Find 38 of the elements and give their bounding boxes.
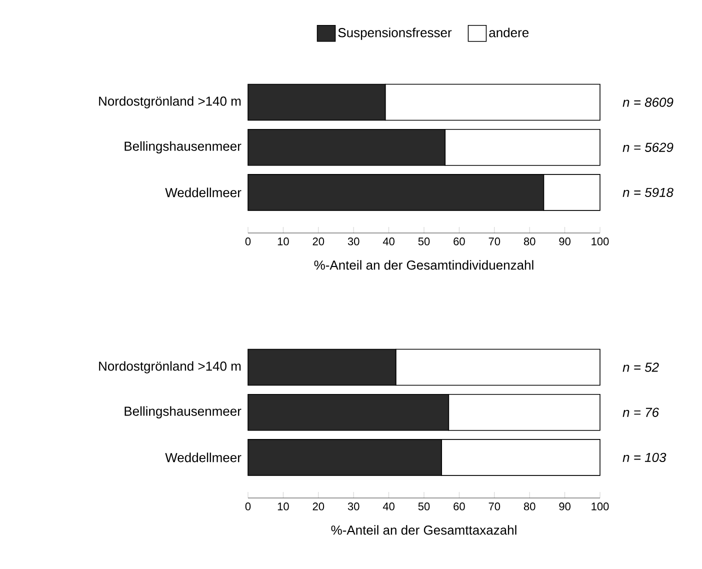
x-tick-label: 0 xyxy=(245,238,251,246)
x-tick-label: 40 xyxy=(382,502,394,510)
y-tick-label: Nordostgrönland >140 m xyxy=(99,96,241,108)
x-tick-label: 70 xyxy=(488,238,500,246)
x-axis-title: %-Anteil an der Gesamtindividuenzahl xyxy=(314,260,534,270)
text: n = 5918 xyxy=(622,188,674,198)
legend-label: andere xyxy=(489,28,529,38)
text: n = 76 xyxy=(622,408,660,417)
x-tick-label: 80 xyxy=(524,238,536,246)
x-tick-label: 10 xyxy=(278,502,289,510)
x-tick-label: 100 xyxy=(592,238,609,246)
x-tick-label: 90 xyxy=(559,238,570,246)
y-tick-label: Nordostgrönland >140 m xyxy=(99,361,241,374)
text: n = 5629 xyxy=(622,142,674,152)
x-tick-label: 100 xyxy=(592,502,609,510)
x-tick-label: 30 xyxy=(348,502,360,510)
text: n = 103 xyxy=(622,452,666,462)
y-tick-label: Bellingshausenmeer xyxy=(124,406,242,418)
y-tick-label: Weddellmeer xyxy=(165,188,242,198)
x-tick-label: 10 xyxy=(278,238,289,246)
x-tick-label: 20 xyxy=(312,238,324,246)
x-tick-label: 30 xyxy=(348,238,360,246)
y-tick-label: Bellingshausenmeer xyxy=(124,141,242,154)
x-axis-title: %-Anteil an der Gesamttaxazahl xyxy=(331,525,516,535)
x-tick-label: 50 xyxy=(418,502,430,510)
x-tick-label: 60 xyxy=(454,502,465,510)
x-tick-label: 40 xyxy=(382,238,394,246)
x-tick-label: 50 xyxy=(418,238,430,246)
legend-label: Suspensionsfresser xyxy=(338,28,452,40)
x-tick-label: 90 xyxy=(559,502,570,510)
x-tick-label: 80 xyxy=(524,502,536,510)
x-tick-label: 20 xyxy=(312,502,324,510)
x-tick-label: 70 xyxy=(488,502,500,510)
text: n = 8609 xyxy=(622,98,674,107)
x-tick-label: 60 xyxy=(454,238,465,246)
text: n = 52 xyxy=(622,362,659,372)
y-tick-label: Weddellmeer xyxy=(165,452,242,462)
x-tick-label: 0 xyxy=(245,502,251,510)
